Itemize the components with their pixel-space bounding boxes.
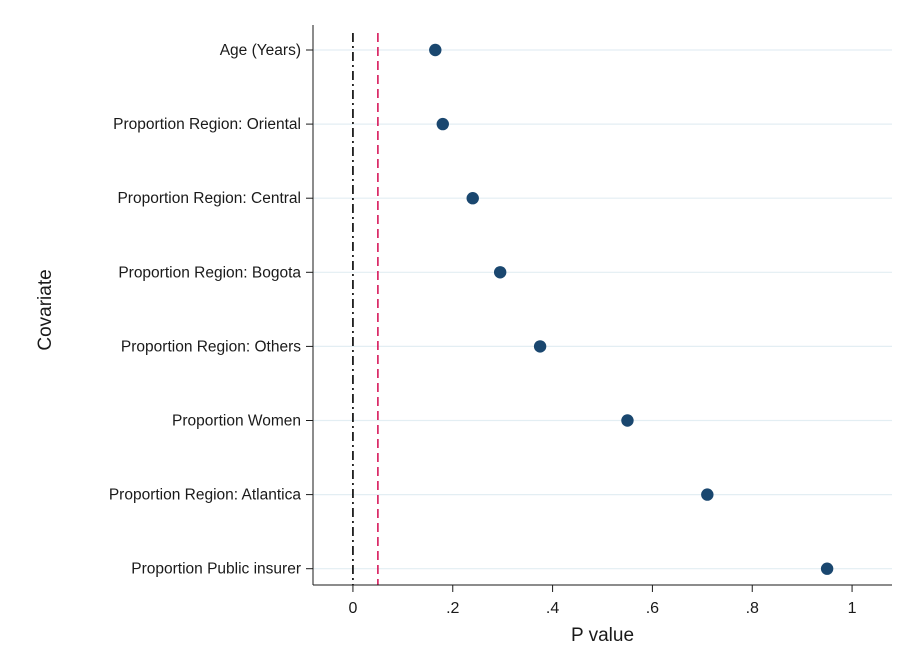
- y-tick-label: Proportion Region: Oriental: [113, 116, 301, 133]
- x-tick-label: .4: [546, 600, 559, 617]
- y-tick-label: Age (Years): [220, 42, 301, 59]
- data-point: [621, 414, 634, 427]
- data-point: [533, 340, 547, 353]
- x-tick-label: .6: [646, 600, 659, 617]
- data-point: [820, 562, 834, 575]
- data-point: [436, 117, 449, 131]
- x-tick-label: .2: [446, 600, 459, 617]
- reference-lines: [352, 33, 379, 585]
- x-tick-label: .8: [746, 600, 759, 617]
- data-point: [701, 488, 714, 501]
- data-points: [429, 43, 834, 575]
- axes: [306, 25, 892, 592]
- x-tick-label: 1: [848, 600, 857, 617]
- axis-labels: Age (Years) Proportion Region: Oriental Pr…: [35, 42, 857, 646]
- y-tick-label: Proportion Region: Others: [121, 338, 301, 355]
- x-tick-label: 0: [348, 600, 357, 617]
- y-tick-label: Proportion Public insurer: [131, 561, 301, 578]
- x-axis-title: P value: [571, 625, 634, 646]
- y-axis-title: Covariate: [35, 269, 56, 350]
- y-tick-label: Proportion Women: [172, 413, 301, 430]
- gridlines: [313, 49, 892, 570]
- data-point: [429, 43, 442, 57]
- data-point: [466, 192, 479, 205]
- y-tick-label: Proportion Region: Bogota: [118, 264, 301, 281]
- y-tick-label: Proportion Region: Atlantica: [109, 487, 302, 504]
- y-tick-label: Proportion Region: Central: [117, 190, 301, 207]
- data-point: [493, 266, 507, 279]
